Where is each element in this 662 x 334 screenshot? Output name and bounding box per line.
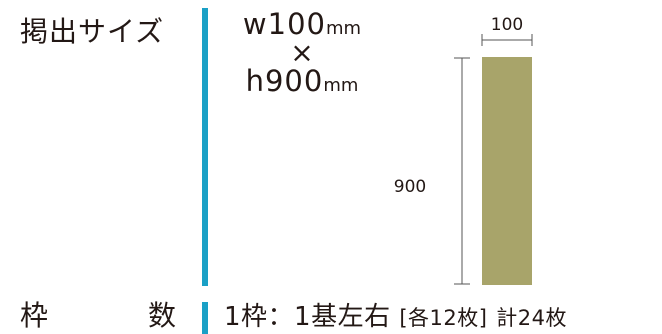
width-label: 100: [491, 15, 523, 35]
panel-rectangle: [482, 57, 532, 285]
count-bracket: [各12枚]: [399, 306, 488, 330]
count-label-b: 数: [148, 299, 177, 332]
width-unit: mm: [326, 18, 362, 39]
width-value: w100: [242, 7, 326, 41]
height-value: h900: [245, 64, 324, 98]
size-drawing: 100 900: [390, 0, 570, 294]
times-symbol: ×: [290, 36, 314, 69]
dimension-text: w100mm × h900mm: [232, 10, 372, 96]
size-label: 掲出サイズ: [20, 15, 165, 48]
count-total: 計24枚: [496, 306, 567, 330]
height-label: 900: [394, 177, 426, 197]
accent-bar-count: [202, 302, 208, 334]
height-unit: mm: [323, 75, 359, 96]
height-dimension: h900mm: [232, 67, 372, 96]
count-label-a: 枠: [20, 299, 49, 332]
accent-bar-size: [202, 8, 208, 286]
count-main: 1枠：1基左右: [224, 302, 391, 332]
width-dimension: w100mm: [232, 10, 372, 39]
count-value: 1枠：1基左右 [各12枚] 計24枚: [224, 296, 567, 333]
